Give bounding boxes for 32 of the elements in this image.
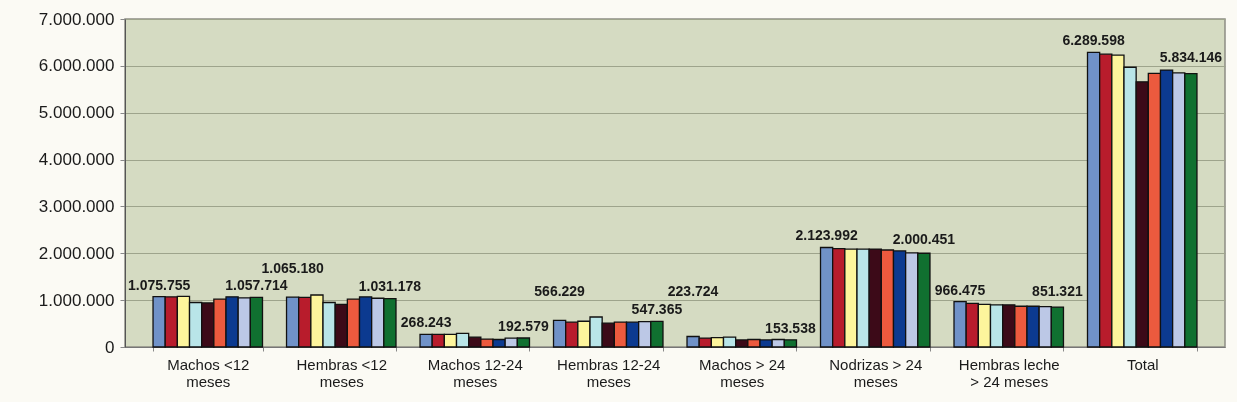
data-label: 1.031.178 (358, 277, 422, 294)
data-label: 547.365 (631, 301, 683, 318)
x-tick-label: Machos 12-24 meses (427, 355, 523, 390)
x-tick-label: Total (1126, 355, 1159, 373)
y-tick-label: 5.000.000 (38, 103, 115, 123)
data-label: 223.724 (667, 283, 719, 300)
x-tick-label: Hembras <12 meses (296, 355, 387, 390)
data-label: 153.538 (765, 319, 816, 336)
data-label: 268.243 (400, 314, 452, 331)
y-tick-label: 3.000.000 (38, 196, 115, 216)
y-tick-label: 0 (105, 337, 115, 357)
data-label: 1.065.180 (261, 260, 324, 277)
x-tick-label: Machos <12 meses (167, 355, 250, 390)
y-tick-label: 6.000.000 (38, 56, 115, 76)
data-label: 966.475 (934, 281, 986, 298)
data-label: 1.075.755 (127, 276, 191, 293)
data-label: 192.579 (498, 317, 549, 334)
y-tick-label: 4.000.000 (38, 150, 115, 170)
x-tick-label: Nodrizas > 24 meses (829, 355, 923, 390)
x-tick-label: Hembras leche > 24 meses (958, 355, 1060, 390)
data-label: 2.000.451 (892, 231, 956, 248)
y-tick-label: 2.000.000 (38, 243, 115, 263)
y-tick-label: 7.000.000 (38, 9, 115, 29)
x-tick-label: Hembras 12-24 meses (557, 355, 661, 390)
x-tick-label: Machos > 24 meses (699, 355, 786, 390)
y-tick-label: 1.000.000 (38, 290, 115, 310)
data-label: 1.057.714 (225, 277, 288, 294)
data-label: 2.123.992 (795, 227, 858, 244)
data-label: 6.289.598 (1062, 32, 1125, 49)
data-label: 566.229 (534, 283, 586, 300)
data-label: 851.321 (1032, 283, 1083, 300)
data-label: 5.834.146 (1159, 48, 1223, 65)
